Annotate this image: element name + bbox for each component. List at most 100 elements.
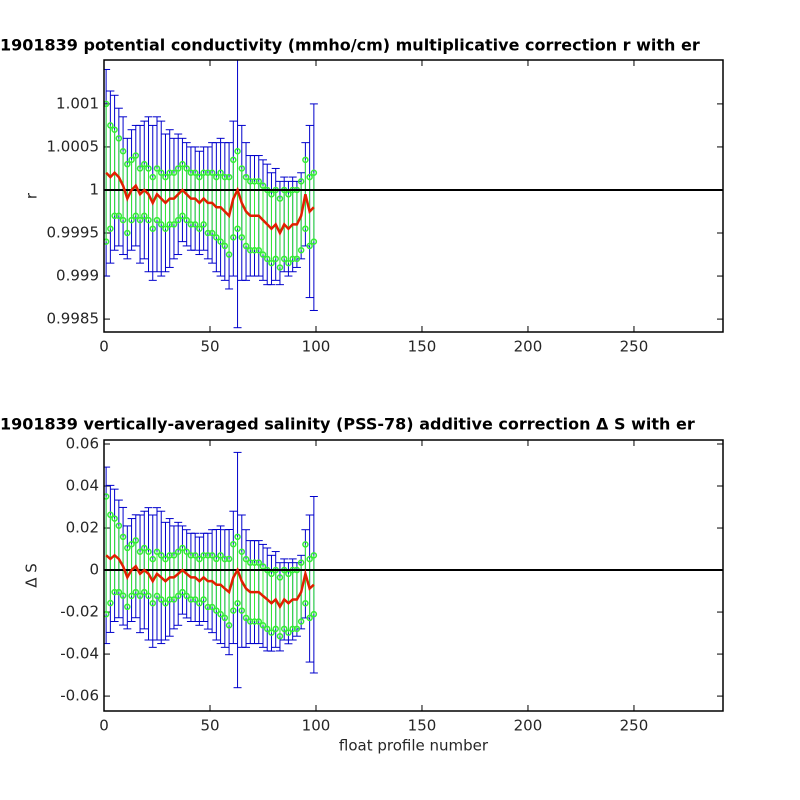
inner-error-end — [276, 574, 284, 581]
inner-error-end — [124, 160, 131, 168]
inner-error-end — [107, 225, 114, 232]
inner-error-end — [310, 552, 318, 559]
x-tick-label: 0 — [99, 338, 109, 356]
inner-error-end — [170, 169, 178, 177]
inner-error-end — [259, 563, 267, 570]
y-tick-label: -0.06 — [60, 687, 99, 705]
inner-error-end — [310, 169, 318, 177]
inner-error-end — [166, 552, 173, 559]
inner-error-end — [230, 234, 237, 241]
y-tick-label: 0 — [89, 561, 99, 579]
inner-error-end — [200, 552, 207, 559]
inner-error-end — [280, 625, 288, 633]
inner-error-end — [234, 225, 241, 232]
chart-title: 1901839 vertically-averaged salinity (PS… — [0, 415, 695, 434]
inner-error-end — [157, 552, 165, 559]
inner-error-end — [136, 165, 144, 172]
inner-error-end — [225, 555, 233, 563]
axes-frame — [103, 439, 724, 712]
inner-error-end — [268, 629, 275, 636]
inner-error-end — [221, 555, 229, 563]
inner-error-end — [200, 169, 207, 177]
y-tick-label: -0.02 — [60, 603, 99, 621]
inner-error-end — [162, 555, 169, 563]
inner-error-end — [268, 259, 275, 267]
inner-error-end — [170, 596, 178, 603]
chart-title: 1901839 potential conductivity (mmho/cm)… — [0, 36, 700, 55]
inner-error-end — [238, 234, 246, 241]
inner-error-end — [225, 173, 233, 181]
inner-error-end — [157, 169, 165, 177]
inner-error-end — [204, 603, 212, 611]
inner-error-end — [251, 559, 258, 566]
x-tick-label: 100 — [302, 717, 331, 735]
inner-error-end — [115, 135, 123, 142]
inner-error-end — [204, 552, 212, 559]
inner-error-end — [306, 555, 313, 563]
inner-error-end — [111, 212, 118, 220]
inner-error-end — [297, 178, 305, 185]
inner-error-end — [217, 238, 224, 245]
inner-error-end — [285, 191, 292, 198]
inner-error-end — [170, 221, 178, 228]
inner-error-end — [149, 173, 157, 181]
inner-error-end — [242, 614, 250, 622]
inner-error-end — [107, 511, 114, 519]
inner-error-end — [115, 522, 123, 529]
inner-error-end — [255, 559, 262, 566]
inner-error-end — [208, 552, 216, 559]
inner-error-end — [107, 122, 114, 129]
inner-error-end — [221, 614, 229, 622]
inner-error-end — [104, 238, 110, 245]
inner-error-end — [191, 169, 199, 177]
inner-error-end — [111, 588, 118, 596]
inner-error-end — [153, 216, 161, 224]
inner-error-end — [124, 229, 131, 237]
inner-error-end — [276, 632, 284, 640]
inner-error-end — [297, 618, 305, 625]
inner-error-end — [238, 165, 246, 172]
inner-error-end — [115, 588, 123, 596]
inner-error-end — [293, 255, 301, 263]
inner-error-end — [141, 160, 148, 168]
inner-error-end — [124, 544, 131, 552]
inner-error-end — [119, 216, 127, 224]
inner-error-end — [162, 599, 169, 607]
inner-error-end — [213, 173, 220, 181]
inner-error-end — [204, 169, 212, 177]
inner-error-end — [183, 216, 190, 224]
inner-error-end — [183, 592, 190, 600]
inner-error-end — [183, 548, 190, 556]
inner-error-end — [104, 610, 110, 618]
inner-error-end — [141, 212, 148, 220]
y-tick-label: -0.04 — [60, 645, 99, 663]
axes-frame — [103, 59, 724, 333]
x-tick-label: 0 — [99, 717, 109, 735]
x-tick-label: 200 — [514, 717, 543, 735]
inner-error-end — [255, 246, 262, 254]
inner-error-end — [213, 555, 220, 563]
inner-error-end — [128, 592, 135, 600]
inner-error-end — [242, 555, 250, 563]
x-tick-label: 150 — [408, 338, 437, 356]
inner-error-end — [213, 234, 220, 241]
inner-error-end — [183, 165, 190, 172]
x-tick-label: 150 — [408, 717, 437, 735]
axes-background — [104, 440, 723, 711]
inner-error-end — [251, 618, 258, 625]
inner-error-end — [302, 599, 309, 607]
inner-error-end — [191, 221, 199, 228]
inner-error-end — [119, 147, 127, 155]
y-tick-label: 0.9985 — [47, 310, 100, 328]
inner-error-end — [225, 251, 233, 258]
inner-error-end — [157, 221, 165, 228]
x-tick-label: 200 — [514, 338, 543, 356]
inner-error-end — [132, 212, 140, 220]
inner-error-end — [242, 242, 250, 250]
inner-error-end — [259, 622, 267, 629]
inner-error-end — [251, 178, 258, 185]
inner-error-end — [174, 592, 182, 600]
inner-error-end — [149, 555, 157, 563]
correction-line — [105, 170, 315, 236]
